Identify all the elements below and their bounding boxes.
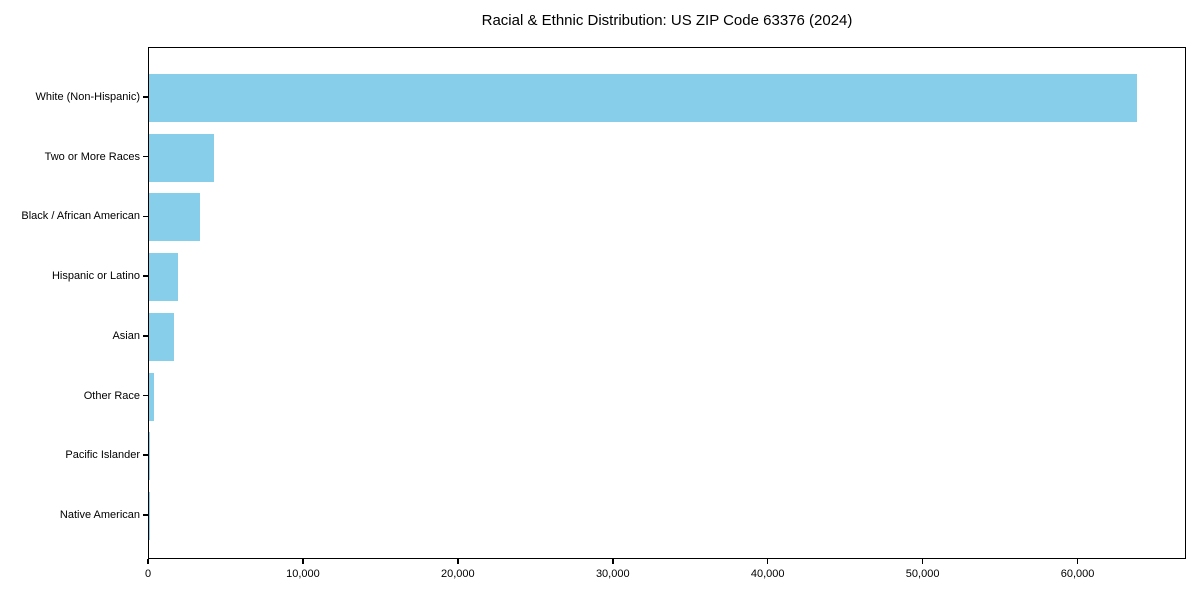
y-tick [143, 394, 148, 397]
x-tick-label: 10,000 [286, 568, 320, 580]
x-tick [766, 559, 769, 564]
x-tick-label: 50,000 [905, 568, 940, 580]
y-tick [143, 514, 148, 516]
y-axis-label: Pacific Islander [65, 449, 140, 462]
y-axis-label: Two or More Races [44, 150, 140, 163]
bar-two-or-more-races [149, 133, 215, 182]
y-axis-label: Asian [112, 329, 140, 342]
y-tick [143, 155, 148, 158]
y-tick [143, 454, 148, 456]
y-axis-label: Other Race [83, 389, 140, 402]
bar-asian [149, 312, 174, 361]
y-tick [143, 335, 148, 337]
plot-area [148, 47, 1186, 559]
y-axis-label: Black / African American [21, 210, 140, 223]
x-tick [147, 559, 149, 564]
x-tick-label: 40,000 [750, 568, 785, 580]
bar-white-non-hispanic [149, 74, 1138, 122]
x-tick [921, 559, 924, 564]
x-tick [457, 559, 459, 564]
chart-title: Racial & Ethnic Distribution: US ZIP Cod… [481, 12, 853, 29]
x-tick-label: 20,000 [441, 568, 475, 580]
x-tick-label: 0 [144, 568, 152, 580]
y-tick [143, 275, 148, 277]
y-tick [143, 96, 148, 98]
y-tick [143, 215, 148, 218]
bar-pacific-islander [149, 432, 150, 481]
y-axis-label: Native American [59, 508, 140, 521]
bar-hispanic-or-latino [149, 253, 179, 302]
bar-other-race [149, 372, 154, 421]
x-tick [1076, 559, 1079, 564]
x-tick-label: 60,000 [1060, 568, 1095, 580]
y-axis-label: Hispanic or Latino [51, 270, 140, 283]
x-tick [302, 559, 304, 564]
y-axis-label: White (Non-Hispanic) [35, 91, 140, 103]
x-tick-label: 30,000 [595, 568, 630, 580]
x-tick [612, 559, 614, 564]
bar-black-african-american [149, 193, 201, 242]
